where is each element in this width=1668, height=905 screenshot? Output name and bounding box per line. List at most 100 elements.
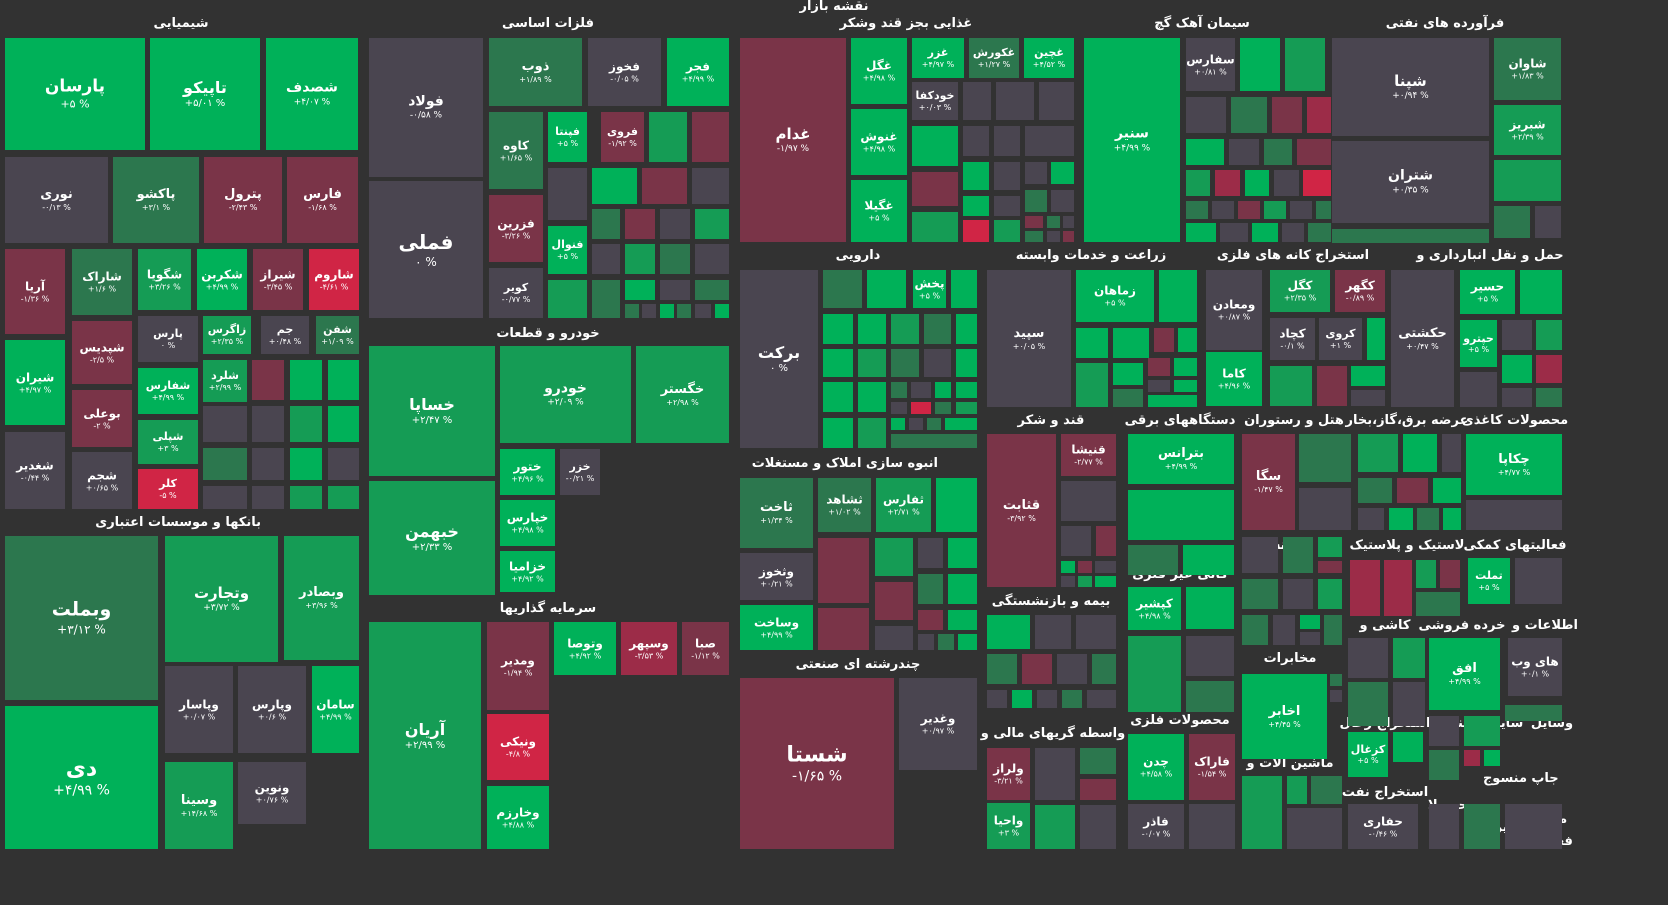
stock-tile[interactable]: تملت +۵ %: [1468, 558, 1510, 604]
stock-tile[interactable]: فنوال +۵ %: [548, 226, 587, 274]
stock-tile[interactable]: [927, 418, 941, 430]
stock-tile[interactable]: [290, 406, 322, 442]
stock-tile[interactable]: [1186, 636, 1234, 676]
stock-tile[interactable]: [1442, 434, 1461, 472]
stock-tile[interactable]: [918, 574, 943, 604]
stock-tile[interactable]: [891, 418, 905, 430]
stock-tile[interactable]: [948, 610, 977, 630]
stock-tile[interactable]: [1520, 270, 1562, 314]
stock-tile[interactable]: غزر +۴/۹۷ %: [912, 38, 964, 78]
stock-tile[interactable]: [924, 314, 951, 344]
stock-tile[interactable]: [203, 448, 247, 480]
stock-tile[interactable]: [1242, 776, 1282, 849]
stock-tile[interactable]: دی +۴/۹۹ %: [5, 706, 158, 849]
stock-tile[interactable]: زاگرس +۲/۳۵ %: [203, 316, 251, 354]
stock-tile[interactable]: [1311, 776, 1342, 804]
stock-tile[interactable]: [1484, 750, 1500, 766]
stock-tile[interactable]: ثفارس +۲/۷۱ %: [876, 478, 931, 532]
stock-tile[interactable]: [1012, 690, 1032, 708]
stock-tile[interactable]: [1460, 372, 1497, 407]
stock-tile[interactable]: [1283, 579, 1313, 609]
stock-tile[interactable]: [695, 280, 729, 300]
stock-tile[interactable]: [911, 382, 931, 398]
stock-tile[interactable]: ذوب +۱/۸۹ %: [489, 38, 582, 106]
stock-tile[interactable]: [963, 162, 989, 190]
stock-tile[interactable]: [1051, 162, 1074, 184]
stock-tile[interactable]: پارس ۰ %: [138, 316, 198, 362]
stock-tile[interactable]: [1351, 366, 1385, 386]
stock-tile[interactable]: کلر -۵ %: [138, 469, 198, 509]
stock-tile[interactable]: وسپهر -۳/۵۳ %: [621, 622, 677, 675]
stock-tile[interactable]: کویر -۰/۷۷ %: [489, 268, 543, 318]
stock-tile[interactable]: [1035, 615, 1071, 649]
stock-tile[interactable]: [1025, 216, 1043, 228]
stock-tile[interactable]: شصدف +۴/۰۷ %: [266, 38, 358, 150]
stock-tile[interactable]: [1505, 804, 1562, 849]
stock-tile[interactable]: [1282, 223, 1304, 242]
stock-tile[interactable]: [891, 434, 977, 448]
stock-tile[interactable]: [823, 314, 853, 344]
stock-tile[interactable]: شپدیس -۲/۵ %: [72, 321, 132, 384]
stock-tile[interactable]: [823, 382, 853, 412]
stock-tile[interactable]: پترول -۲/۴۳ %: [204, 157, 282, 243]
stock-tile[interactable]: [1403, 434, 1437, 472]
stock-tile[interactable]: [290, 486, 322, 509]
stock-tile[interactable]: [592, 168, 637, 204]
stock-tile[interactable]: [328, 486, 359, 509]
stock-tile[interactable]: [1318, 561, 1342, 573]
stock-tile[interactable]: [1330, 690, 1342, 702]
stock-tile[interactable]: واحیا +۳ %: [987, 803, 1030, 849]
stock-tile[interactable]: وسینا +۱۴/۶۸ %: [165, 762, 233, 849]
stock-tile[interactable]: [875, 538, 913, 576]
stock-tile[interactable]: [1297, 139, 1331, 165]
stock-tile[interactable]: ثشاهد +۱/۰۲ %: [818, 478, 871, 532]
stock-tile[interactable]: [936, 478, 977, 532]
stock-tile[interactable]: [625, 209, 655, 239]
stock-tile[interactable]: [891, 382, 907, 398]
stock-tile[interactable]: [1087, 690, 1116, 708]
stock-tile[interactable]: غکورش +۱/۲۷ %: [969, 38, 1019, 78]
stock-tile[interactable]: [660, 209, 690, 239]
stock-tile[interactable]: سنیر +۴/۹۹ %: [1084, 38, 1180, 242]
stock-tile[interactable]: [1076, 615, 1116, 649]
stock-tile[interactable]: [924, 349, 951, 377]
stock-tile[interactable]: شفن +۱/۰۹ %: [316, 316, 359, 354]
stock-tile[interactable]: [1078, 576, 1092, 587]
stock-tile[interactable]: شاوان +۱/۸۳ %: [1494, 38, 1561, 100]
stock-tile[interactable]: [290, 360, 322, 400]
stock-tile[interactable]: [823, 418, 853, 448]
stock-tile[interactable]: [1429, 716, 1459, 746]
stock-tile[interactable]: شگویا +۳/۲۶ %: [138, 249, 191, 310]
stock-tile[interactable]: [1307, 97, 1331, 133]
stock-tile[interactable]: [1348, 682, 1388, 726]
stock-tile[interactable]: [912, 126, 958, 166]
stock-tile[interactable]: [1318, 537, 1342, 557]
stock-tile[interactable]: [1348, 638, 1388, 678]
stock-tile[interactable]: [548, 280, 587, 318]
stock-tile[interactable]: [328, 448, 359, 480]
stock-tile[interactable]: [1215, 170, 1240, 196]
stock-tile[interactable]: [994, 162, 1020, 190]
stock-tile[interactable]: [328, 406, 359, 442]
stock-tile[interactable]: [692, 168, 729, 204]
stock-tile[interactable]: شلرد +۲/۹۹ %: [203, 360, 247, 402]
stock-tile[interactable]: خبهمن +۲/۳۳ %: [369, 481, 495, 595]
stock-tile[interactable]: [1062, 690, 1082, 708]
stock-tile[interactable]: [1287, 808, 1342, 849]
stock-tile[interactable]: [1063, 216, 1074, 228]
stock-tile[interactable]: [1113, 389, 1143, 407]
stock-tile[interactable]: [994, 126, 1020, 156]
stock-tile[interactable]: بوعلی -۲ %: [72, 390, 132, 447]
stock-tile[interactable]: [592, 280, 620, 318]
stock-tile[interactable]: [1242, 579, 1278, 609]
stock-tile[interactable]: [1417, 508, 1439, 530]
stock-tile[interactable]: [1076, 328, 1108, 358]
stock-tile[interactable]: [1285, 38, 1325, 91]
stock-tile[interactable]: [1061, 561, 1075, 573]
stock-tile[interactable]: [695, 304, 711, 318]
stock-tile[interactable]: سفارس +۰/۸۱ %: [1186, 38, 1235, 91]
stock-tile[interactable]: [1433, 478, 1461, 503]
stock-tile[interactable]: صبا -۱/۱۲ %: [682, 622, 729, 675]
stock-tile[interactable]: [1186, 139, 1224, 165]
stock-tile[interactable]: [1096, 526, 1116, 556]
